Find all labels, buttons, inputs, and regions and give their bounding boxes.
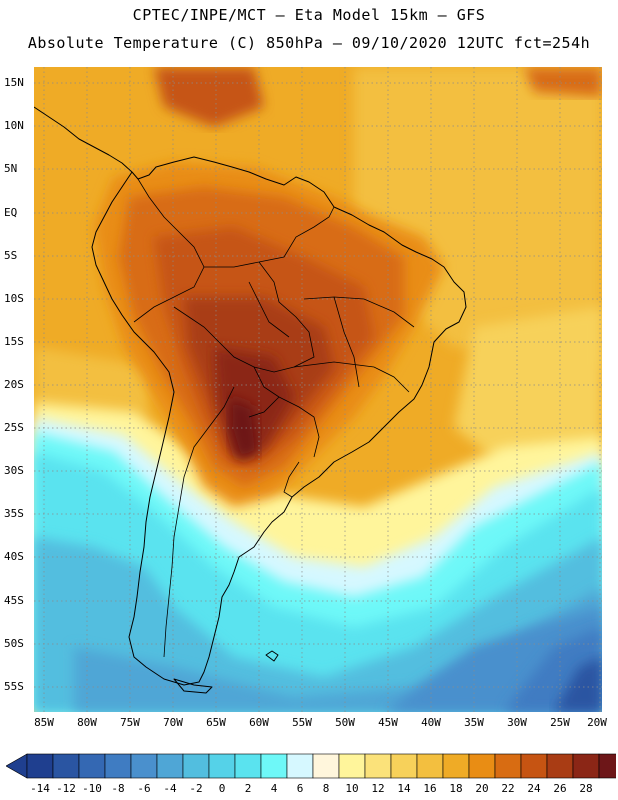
lat-label: 10N [4,119,24,132]
colorbar-swatch [520,753,548,779]
colorbar-under-arrow [5,753,28,779]
colorbar-swatch [338,753,366,779]
colorbar-swatch [598,753,618,779]
lat-label: 30S [4,464,24,477]
temperature-field [34,67,602,712]
lat-label: 20S [4,378,24,391]
lon-label: 55W [292,716,312,729]
lat-label: 40S [4,550,24,563]
lon-label: 50W [335,716,355,729]
colorbar-swatch [390,753,418,779]
lat-label: 15S [4,335,24,348]
colorbar-tick: -8 [111,782,125,795]
colorbar-tick: -2 [189,782,203,795]
colorbar [5,752,618,780]
colorbar-tick: 2 [244,782,252,795]
colorbar-swatch [26,753,54,779]
lon-label: 40W [421,716,441,729]
colorbar-tick: 14 [397,782,411,795]
colorbar-tick: 20 [475,782,489,795]
colorbar-swatch [208,753,236,779]
coastlines [34,106,467,694]
colorbar-tick: -12 [56,782,76,795]
colorbar-swatch [546,753,574,779]
temperature-map [34,67,602,712]
colorbar-swatch [572,753,600,779]
lat-label: 45S [4,594,24,607]
colorbar-tick: 22 [501,782,515,795]
colorbar-tick: 4 [270,782,278,795]
colorbar-swatch [416,753,444,779]
lon-label: 75W [120,716,140,729]
colorbar-swatch [494,753,522,779]
lat-label: 25S [4,421,24,434]
colorbar-swatch [364,753,392,779]
colorbar-swatch [182,753,210,779]
colorbar-tick: 10 [345,782,359,795]
colorbar-swatch [234,753,262,779]
map-subtitle: Absolute Temperature (C) 850hPa — 09/10/… [27,34,591,52]
country-borders [133,178,415,658]
colorbar-swatch [156,753,184,779]
colorbar-swatch [312,753,340,779]
colorbar-tick: -6 [137,782,151,795]
lon-label: 25W [550,716,570,729]
lon-label: 65W [206,716,226,729]
lon-label: 85W [34,716,54,729]
lon-label: 30W [507,716,527,729]
colorbar-swatch [286,753,314,779]
colorbar-swatch [260,753,288,779]
colorbar-swatch [442,753,470,779]
lat-label: 5S [4,249,18,262]
colorbar-swatches [5,753,618,779]
colorbar-swatch [130,753,158,779]
colorbar-tick: -10 [82,782,102,795]
colorbar-tick: 26 [553,782,567,795]
colorbar-tick: -4 [163,782,177,795]
lon-label: 20W [587,716,607,729]
colorbar-tick: 6 [296,782,304,795]
colorbar-tick: 0 [218,782,226,795]
colorbar-tick: 24 [527,782,541,795]
lon-label: 45W [378,716,398,729]
colorbar-tick: 28 [579,782,593,795]
lat-label: EQ [4,206,18,219]
colorbar-swatch [52,753,80,779]
lon-label: 35W [464,716,484,729]
colorbar-swatch [104,753,132,779]
colorbar-swatch [78,753,106,779]
colorbar-tick: 18 [449,782,463,795]
lat-label: 50S [4,637,24,650]
lat-label: 5N [4,162,18,175]
lat-label: 10S [4,292,24,305]
lon-label: 60W [249,716,269,729]
map-title: CPTEC/INPE/MCT — Eta Model 15km — GFS [132,6,486,24]
colorbar-tick: 12 [371,782,385,795]
colorbar-tick: 8 [322,782,330,795]
lat-label: 35S [4,507,24,520]
colorbar-tick: -14 [30,782,50,795]
lon-label: 70W [163,716,183,729]
colorbar-tick: 16 [423,782,437,795]
lat-label: 55S [4,680,24,693]
lon-label: 80W [77,716,97,729]
lat-label: 15N [4,76,24,89]
colorbar-swatch [468,753,496,779]
